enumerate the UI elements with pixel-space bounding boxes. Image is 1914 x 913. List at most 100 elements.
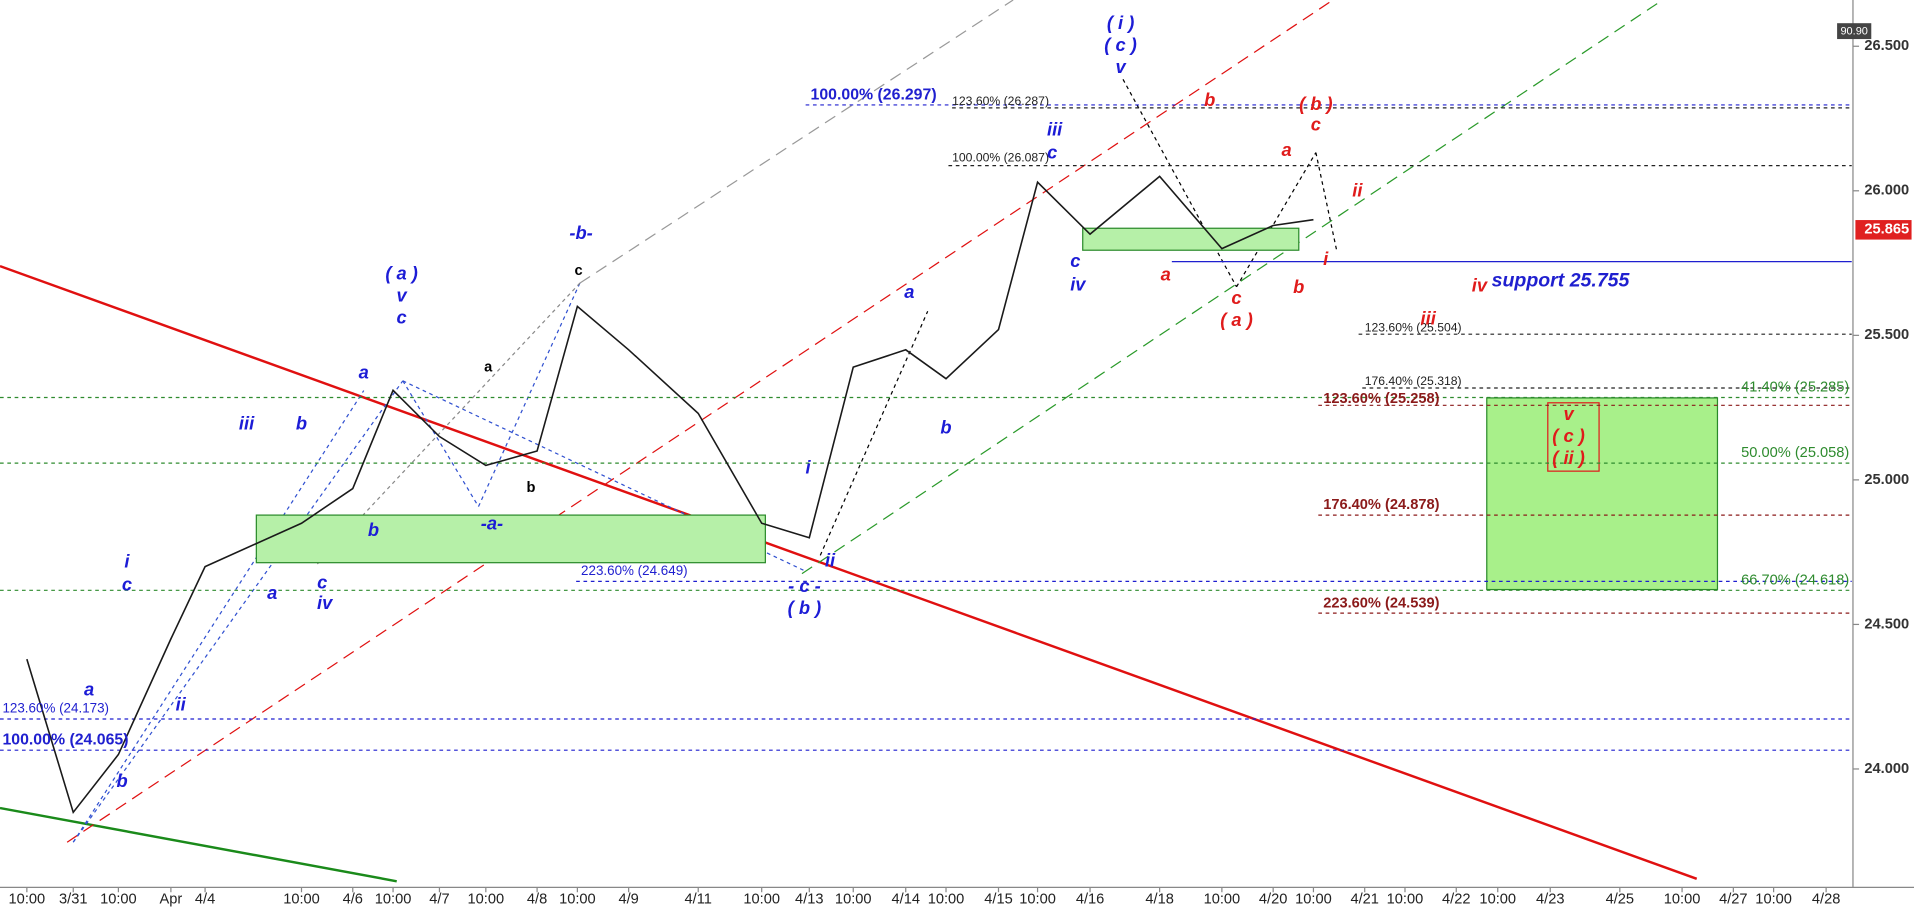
wave-label: -a- <box>481 513 503 534</box>
wave-label: c <box>1231 287 1241 308</box>
fib-label: 123.60% (25.504) <box>1365 320 1462 334</box>
indicator-box <box>1837 23 1872 40</box>
x-tick-label: 10:00 <box>468 891 505 907</box>
wave-label: a <box>1281 139 1291 160</box>
wave-connector <box>402 380 806 572</box>
x-tick-label: 4/23 <box>1536 891 1564 907</box>
wave-connector <box>72 390 365 843</box>
x-tick-label: 10:00 <box>1295 891 1332 907</box>
fib-label: 223.60% (24.539) <box>1323 595 1439 611</box>
x-tick-label: 4/14 <box>891 891 919 907</box>
wave-label: - c - <box>788 575 821 596</box>
channel-line <box>801 0 1663 575</box>
x-tick-label: 10:00 <box>559 891 596 907</box>
wave-label: c <box>317 571 327 592</box>
wave-label: a <box>84 679 94 700</box>
x-tick-label: 4/13 <box>795 891 823 907</box>
fib-label: 123.60% (26.287) <box>952 94 1049 108</box>
wave-label: ( c ) <box>1104 34 1137 55</box>
x-tick-label: 10:00 <box>743 891 780 907</box>
fib-label: 176.40% (24.878) <box>1323 497 1439 513</box>
wave-label: v <box>1115 56 1126 77</box>
wave-label: i <box>124 551 130 572</box>
y-tick-label: 26.000 <box>1864 183 1909 199</box>
fib-label: support 25.755 <box>1492 269 1631 291</box>
fib-label: 41.40% (25.285) <box>1741 380 1849 396</box>
last-price-box <box>1855 220 1912 240</box>
x-tick-label: 10:00 <box>1019 891 1056 907</box>
price-line <box>26 175 1314 815</box>
x-tick-label: 10:00 <box>100 891 137 907</box>
wave-label: ii <box>176 693 187 714</box>
x-tick-label: Apr <box>160 891 183 907</box>
x-tick-label: 10:00 <box>1664 891 1701 907</box>
x-tick-label: 10:00 <box>835 891 872 907</box>
wave-connector <box>1122 79 1238 288</box>
fib-label: 100.00% (26.087) <box>952 151 1049 165</box>
wave-label: ii <box>825 549 836 570</box>
y-tick-label: 26.500 <box>1864 38 1909 54</box>
x-tick-label: 4/18 <box>1145 891 1173 907</box>
x-tick-label: 4/15 <box>984 891 1012 907</box>
trendline <box>0 806 397 883</box>
wave-label: a <box>904 281 914 302</box>
x-tick-label: 4/16 <box>1076 891 1104 907</box>
trendline <box>0 264 1698 880</box>
wave-label: b <box>116 770 127 791</box>
x-tick-label: 4/4 <box>195 891 215 907</box>
wave-label: a <box>359 361 369 382</box>
y-tick-label: 24.500 <box>1864 616 1909 632</box>
wave-label: iv <box>317 592 333 613</box>
wave-connector <box>1315 152 1338 251</box>
x-tick-label: 4/28 <box>1812 891 1840 907</box>
wave-box <box>1547 402 1600 472</box>
x-tick-label: 4/25 <box>1606 891 1634 907</box>
wave-label: c <box>575 263 583 279</box>
wave-label: iv <box>1472 275 1488 296</box>
wave-label: b <box>1293 276 1304 297</box>
wave-label: ( a ) <box>1220 309 1253 330</box>
wave-connector <box>316 282 581 565</box>
x-tick-label: 10:00 <box>1204 891 1241 907</box>
x-tick-label: 4/22 <box>1442 891 1470 907</box>
x-tick-label: 4/7 <box>429 891 449 907</box>
x-tick-label: 4/11 <box>685 891 712 907</box>
wave-label: ( b ) <box>1299 93 1333 114</box>
wave-label: b <box>940 416 951 437</box>
y-tick-label: 25.000 <box>1864 472 1909 488</box>
x-tick-label: 4/27 <box>1719 891 1747 907</box>
x-tick-label: 10:00 <box>283 891 320 907</box>
wave-label: b <box>296 413 307 434</box>
fib-label: 176.40% (25.318) <box>1365 374 1462 388</box>
wave-label: i <box>1323 248 1329 269</box>
x-tick-label: 10:00 <box>928 891 965 907</box>
wave-label: ii <box>1352 179 1363 200</box>
wave-label: iii <box>239 413 255 434</box>
wave-connector <box>402 380 480 507</box>
fib-label: 223.60% (24.649) <box>581 563 688 578</box>
x-tick-label: 10:00 <box>1387 891 1424 907</box>
x-tick-label: 10:00 <box>1755 891 1792 907</box>
wave-label: c <box>1311 114 1321 135</box>
x-tick-label: 10:00 <box>1479 891 1516 907</box>
x-tick-label: 3/31 <box>59 891 87 907</box>
wave-label: -b- <box>569 222 592 243</box>
wave-label: b <box>527 480 536 496</box>
wave-label: iii <box>1047 118 1063 139</box>
wave-label: a <box>1161 264 1171 285</box>
x-tick-label: 4/9 <box>618 891 638 907</box>
wave-label: a <box>267 582 277 603</box>
fib-label: 100.00% (26.297) <box>811 86 937 103</box>
wave-label: ( ii ) <box>1552 447 1585 468</box>
x-tick-label: 4/8 <box>527 891 547 907</box>
y-tick-label: 25.500 <box>1864 327 1909 343</box>
wave-label: v <box>1563 403 1574 424</box>
fib-label: 66.70% (24.618) <box>1741 572 1849 588</box>
wave-label: c <box>1070 250 1080 271</box>
wave-label: ( b ) <box>788 597 822 618</box>
wave-label: b <box>368 519 379 540</box>
fib-label: 123.60% (25.258) <box>1323 391 1439 407</box>
target-zone <box>1486 397 1719 591</box>
